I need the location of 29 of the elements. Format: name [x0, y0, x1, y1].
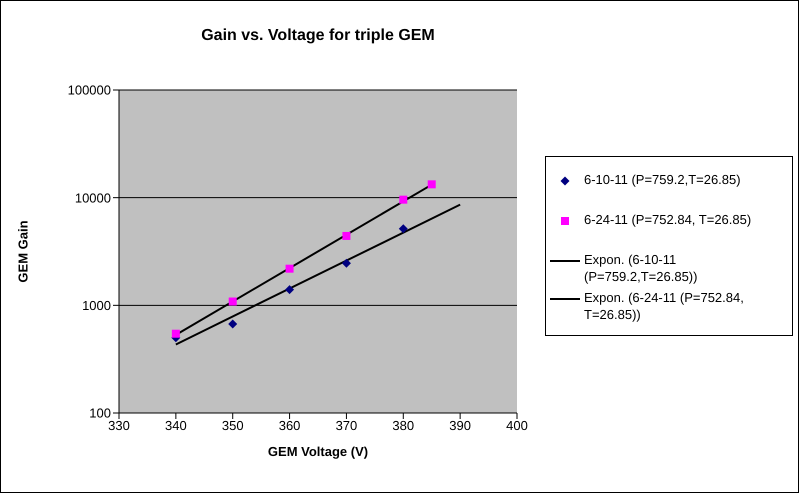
legend-label: Expon. (6-10-11 (P=759.2,T=26.85)): [584, 251, 698, 285]
point: [228, 298, 237, 306]
x-tick-label: 370: [336, 418, 358, 434]
x-axis-title: GEM Voltage (V): [268, 444, 368, 459]
point: [286, 264, 294, 273]
point: [342, 258, 351, 268]
y-tick-label: 100: [89, 406, 111, 421]
point: [228, 320, 238, 329]
chart-title: Gain vs. Voltage for triple GEM: [200, 27, 436, 45]
point: [428, 180, 436, 188]
point: [399, 196, 408, 204]
x-tick-label: 340: [165, 418, 187, 434]
x-tick-label: 350: [222, 418, 244, 434]
point: [342, 232, 350, 240]
point: [285, 285, 294, 294]
y-tick-label: 1000: [82, 298, 111, 313]
legend-label: Expon. (6-24-11 (P=752.84, T=26.85)): [584, 289, 745, 323]
y-tick-label: 10000: [74, 190, 111, 206]
point: [398, 224, 408, 234]
x-tick-label: 390: [449, 418, 471, 434]
x-tick-label: 330: [108, 418, 130, 434]
x-tick-label: 400: [506, 418, 528, 434]
y-tick-label: 100000: [68, 82, 111, 98]
legend-label: 6-24-11 (P=752.84, T=26.85): [584, 211, 752, 228]
legend-label: 6-10-11 (P=759.2,T=26.85): [584, 171, 741, 188]
y-axis-title: GEM Gain: [16, 220, 31, 283]
x-tick-label: 360: [278, 418, 300, 434]
point: [172, 330, 180, 338]
x-tick-label: 380: [392, 418, 414, 434]
